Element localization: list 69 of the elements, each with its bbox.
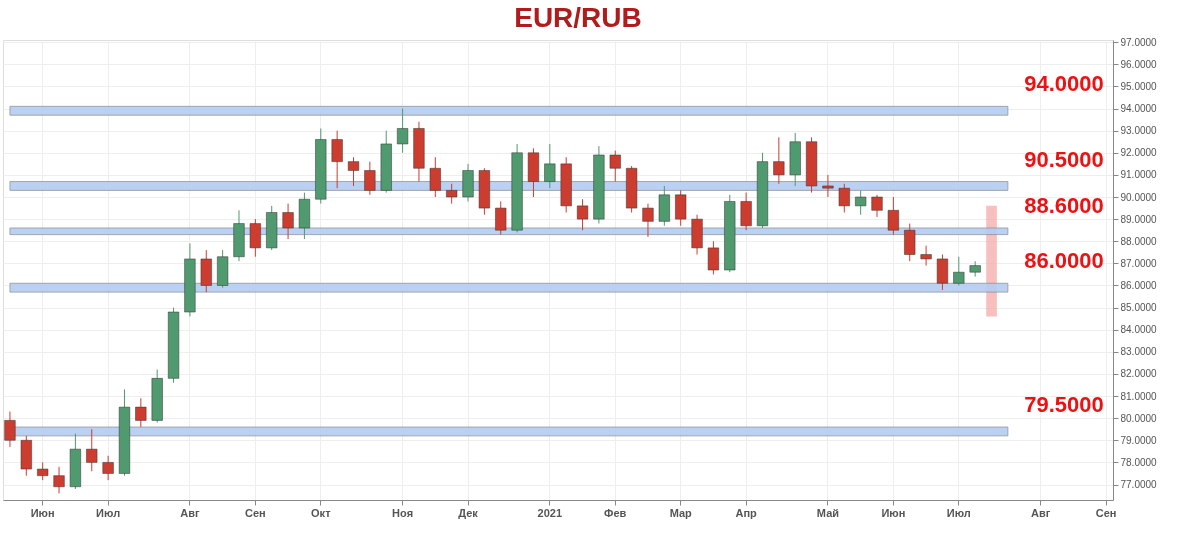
x-tick-label: Дек — [458, 506, 479, 519]
x-tick-label: Сен — [1095, 506, 1117, 519]
candlestick — [855, 189, 867, 216]
band-label: 88.6000 — [1024, 192, 1104, 218]
x-tick-label: Июл — [946, 506, 971, 519]
candlestick — [53, 466, 65, 494]
candlestick — [871, 194, 883, 218]
y-tick-label: 92.0000 — [1120, 147, 1158, 159]
x-tick-label: Авг — [1030, 506, 1051, 519]
y-tick-label: 88.0000 — [1120, 235, 1158, 247]
candlestick — [397, 108, 409, 154]
y-tick-label: 97.0000 — [1120, 36, 1158, 48]
y-tick-label: 82.0000 — [1120, 368, 1158, 380]
candlestick — [576, 198, 589, 231]
y-tick-label: 89.0000 — [1120, 213, 1158, 225]
band-label: 79.5000 — [1024, 392, 1104, 418]
candlestick — [364, 161, 376, 196]
x-tick-label: Авг — [180, 506, 200, 519]
candlestick — [282, 203, 294, 240]
x-tick-label: Фев — [604, 506, 627, 519]
candlestick — [347, 156, 360, 187]
band-label: 90.5000 — [1024, 146, 1104, 172]
y-tick-label: 84.0000 — [1120, 324, 1158, 336]
y-tick-label: 83.0000 — [1120, 346, 1158, 358]
y-tick-label: 81.0000 — [1120, 390, 1158, 402]
candlestick — [102, 455, 114, 481]
chart-title: EUR/RUB — [514, 2, 642, 34]
candlestick — [707, 240, 719, 275]
y-tick-label: 87.0000 — [1120, 257, 1158, 269]
x-tick-label: Ноя — [392, 506, 414, 519]
y-tick-label: 77.0000 — [1120, 479, 1158, 491]
candlestick — [135, 397, 147, 428]
candlestick — [495, 200, 507, 236]
candlestick — [887, 196, 899, 236]
band-label: 86.0000 — [1024, 248, 1104, 274]
x-tick-label: Апр — [735, 506, 758, 519]
candlestick — [446, 183, 458, 205]
y-tick-label: 94.0000 — [1120, 103, 1158, 115]
candlestick — [642, 203, 654, 238]
y-tick-label: 86.0000 — [1120, 279, 1158, 291]
candlestick — [953, 256, 965, 286]
candlestick — [544, 143, 556, 189]
candlestick — [4, 411, 16, 448]
x-tick-label: Сен — [244, 506, 266, 519]
y-tick-label: 85.0000 — [1120, 302, 1158, 314]
x-tick-label: Июн — [881, 506, 906, 519]
x-tick-label: Июн — [30, 506, 55, 519]
candlestick — [838, 183, 850, 213]
x-tick-label: Июл — [96, 506, 121, 519]
y-tick-label: 93.0000 — [1120, 125, 1158, 137]
y-tick-label: 78.0000 — [1120, 456, 1158, 468]
candlestick — [331, 130, 343, 189]
band-label: 94.0000 — [1024, 71, 1104, 97]
candlestick — [822, 174, 834, 198]
x-tick-label: Окт — [311, 506, 332, 519]
x-tick-label: Май — [816, 506, 840, 519]
y-tick-label: 96.0000 — [1120, 58, 1158, 70]
candlestick — [773, 136, 785, 185]
y-tick-label: 91.0000 — [1120, 169, 1158, 181]
candlestick — [86, 428, 98, 472]
y-tick-label: 79.0000 — [1120, 434, 1158, 446]
x-tick-label: Мар — [669, 506, 693, 519]
candlestick — [429, 156, 441, 198]
y-tick-label: 90.0000 — [1120, 191, 1158, 203]
candlestick — [609, 150, 621, 183]
candlestick — [920, 245, 932, 267]
y-tick-label: 80.0000 — [1120, 412, 1158, 424]
x-tick-label: 2021 — [537, 506, 563, 519]
y-tick-label: 95.0000 — [1120, 80, 1158, 92]
